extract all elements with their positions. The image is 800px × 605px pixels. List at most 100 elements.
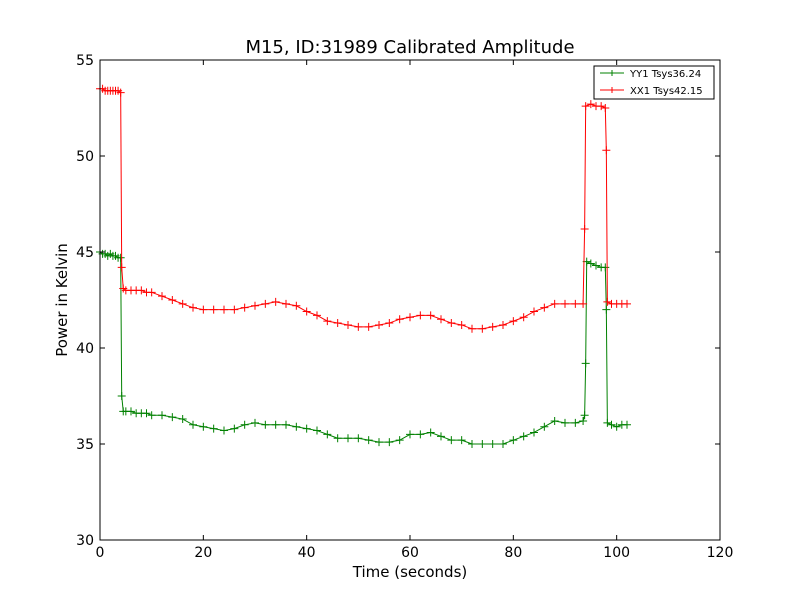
- data-point-1-19: [178, 299, 187, 308]
- data-point-0-21: [199, 422, 208, 431]
- data-point-1-35: [344, 320, 352, 329]
- data-point-1-14: [137, 286, 146, 295]
- data-point-1-40: [395, 315, 404, 324]
- data-point-0-23: [220, 426, 228, 435]
- data-point-1-70: [623, 299, 631, 308]
- data-point-1-31: [302, 307, 311, 316]
- series-1: [96, 84, 631, 333]
- y-tick-label-1: 35: [76, 437, 94, 453]
- x-tick-label-3: 60: [401, 545, 419, 561]
- y-tick-label-4: 50: [76, 149, 94, 165]
- data-point-0-28: [271, 420, 280, 429]
- data-point-0-17: [158, 411, 166, 420]
- data-point-1-33: [323, 317, 332, 326]
- data-point-1-52: [519, 313, 528, 322]
- data-point-1-53: [530, 307, 538, 316]
- data-point-1-64: [601, 104, 610, 112]
- data-point-1-29: [282, 299, 290, 308]
- data-point-0-68: [607, 420, 616, 429]
- data-point-0-25: [240, 420, 249, 429]
- data-point-1-63: [597, 102, 606, 111]
- data-point-0-27: [261, 420, 270, 429]
- data-point-1-48: [478, 324, 487, 333]
- data-point-0-43: [426, 428, 435, 437]
- data-point-1-49: [488, 322, 497, 331]
- data-point-0-22: [209, 424, 218, 433]
- data-point-1-27: [261, 299, 270, 308]
- data-point-0-57: [571, 418, 580, 427]
- chart-title: M15, ID:31989 Calibrated Amplitude: [245, 37, 574, 58]
- data-point-1-50: [499, 320, 507, 329]
- data-point-0-63: [592, 261, 600, 270]
- data-point-1-59: [580, 224, 589, 233]
- data-point-1-23: [220, 305, 228, 314]
- data-point-0-45: [447, 436, 456, 445]
- data-point-0-42: [416, 430, 425, 439]
- data-point-1-18: [168, 296, 177, 304]
- x-tick-label-2: 40: [298, 545, 316, 561]
- axis-ticks: 0 20 40 60 80 100 120 30 35 40 45 50 55: [76, 53, 733, 561]
- data-point-0-18: [168, 413, 177, 422]
- y-tick-label-0: 30: [76, 533, 94, 549]
- data-point-0-50: [499, 440, 507, 448]
- data-point-0-60: [581, 359, 590, 368]
- data-point-0-39: [385, 438, 394, 447]
- data-point-1-61: [586, 100, 595, 109]
- data-point-1-21: [199, 305, 208, 314]
- legend-marker-yy1: [609, 70, 615, 76]
- data-point-0-35: [344, 434, 352, 443]
- data-point-0-58: [579, 416, 588, 425]
- data-point-1-22: [209, 305, 218, 314]
- data-point-0-36: [354, 434, 363, 443]
- data-point-0-71: [623, 420, 631, 429]
- data-point-1-17: [158, 292, 166, 301]
- x-tick-label-5: 100: [603, 545, 630, 561]
- y-tick-label-5: 55: [76, 53, 94, 69]
- data-point-1-65: [602, 146, 611, 155]
- data-point-0-9: [117, 392, 126, 400]
- data-point-1-28: [271, 297, 280, 306]
- legend-label-yy1: YY1 Tsys36.24: [629, 69, 701, 80]
- data-point-1-8: [116, 88, 125, 97]
- y-tick-label-3: 45: [76, 245, 94, 261]
- series-0: [96, 248, 631, 448]
- data-point-0-41: [406, 430, 414, 439]
- data-point-0-20: [189, 420, 197, 429]
- data-point-1-24: [230, 305, 239, 314]
- data-point-0-24: [230, 424, 239, 433]
- data-point-0-26: [251, 418, 259, 427]
- data-point-0-19: [178, 415, 187, 424]
- data-point-0-31: [302, 424, 311, 433]
- data-point-1-60: [581, 102, 590, 111]
- data-point-0-40: [395, 436, 404, 445]
- data-point-0-8: [116, 253, 125, 262]
- data-point-0-67: [603, 418, 612, 427]
- data-point-1-44: [437, 315, 445, 324]
- data-point-0-16: [147, 411, 156, 420]
- data-point-0-12: [127, 407, 135, 416]
- data-point-1-47: [468, 324, 476, 333]
- data-point-1-30: [292, 301, 301, 310]
- data-point-1-34: [333, 319, 342, 328]
- x-tick-label-4: 80: [504, 545, 522, 561]
- data-point-1-45: [447, 319, 456, 328]
- data-point-1-42: [416, 311, 425, 320]
- data-point-0-66: [602, 305, 611, 314]
- x-tick-label-1: 20: [194, 545, 212, 561]
- data-point-0-32: [313, 426, 321, 435]
- data-point-0-33: [323, 430, 332, 439]
- data-point-1-32: [313, 311, 321, 320]
- data-point-1-26: [251, 301, 259, 310]
- series-layer: [96, 84, 631, 448]
- data-point-0-44: [437, 432, 445, 441]
- data-point-0-48: [478, 440, 487, 448]
- legend-label-xx1: XX1 Tsys42.15: [630, 86, 703, 97]
- data-point-1-16: [147, 288, 156, 297]
- data-point-0-29: [282, 420, 290, 429]
- data-point-1-39: [385, 319, 394, 328]
- data-point-0-53: [530, 428, 538, 437]
- legend-box: [593, 65, 715, 100]
- data-point-0-37: [364, 436, 373, 445]
- data-point-1-43: [426, 311, 435, 320]
